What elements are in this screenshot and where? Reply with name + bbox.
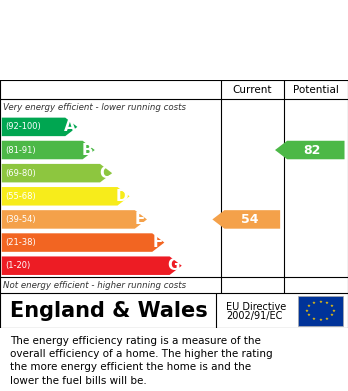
Text: (39-54): (39-54) <box>5 215 36 224</box>
Text: ★: ★ <box>307 305 310 308</box>
Text: (92-100): (92-100) <box>5 122 41 131</box>
Text: (55-68): (55-68) <box>5 192 36 201</box>
Text: B: B <box>81 143 93 158</box>
Text: 2002/91/EC: 2002/91/EC <box>226 311 283 321</box>
Text: C: C <box>99 166 110 181</box>
Text: 54: 54 <box>241 213 259 226</box>
Text: Energy Efficiency Rating: Energy Efficiency Rating <box>10 56 240 74</box>
Text: Potential: Potential <box>293 85 339 95</box>
Polygon shape <box>275 141 345 159</box>
Polygon shape <box>2 141 95 159</box>
Text: Current: Current <box>232 85 272 95</box>
Text: The energy efficiency rating is a measure of the
overall efficiency of a home. T: The energy efficiency rating is a measur… <box>10 336 273 386</box>
Text: ★: ★ <box>330 305 334 308</box>
Text: (69-80): (69-80) <box>5 169 36 178</box>
Text: (21-38): (21-38) <box>5 238 36 247</box>
Text: ★: ★ <box>325 301 329 305</box>
Text: E: E <box>135 212 145 227</box>
Text: ★: ★ <box>318 300 322 304</box>
Text: ★: ★ <box>330 313 334 317</box>
Text: Very energy efficient - lower running costs: Very energy efficient - lower running co… <box>3 103 187 112</box>
Polygon shape <box>2 118 77 136</box>
Text: A: A <box>64 119 76 135</box>
Polygon shape <box>2 233 164 252</box>
Text: 82: 82 <box>303 143 320 156</box>
Polygon shape <box>2 187 129 206</box>
FancyBboxPatch shape <box>298 296 343 326</box>
Text: F: F <box>152 235 163 250</box>
Text: ★: ★ <box>307 313 310 317</box>
Text: ★: ★ <box>311 301 315 305</box>
Text: D: D <box>115 189 128 204</box>
Polygon shape <box>2 256 182 275</box>
Polygon shape <box>212 210 280 229</box>
Text: ★: ★ <box>325 317 329 321</box>
Text: ★: ★ <box>304 309 309 313</box>
Text: (81-91): (81-91) <box>5 145 36 154</box>
Polygon shape <box>2 164 112 183</box>
Polygon shape <box>2 210 147 229</box>
Text: Not energy efficient - higher running costs: Not energy efficient - higher running co… <box>3 281 187 290</box>
Text: EU Directive: EU Directive <box>226 301 286 312</box>
Text: (1-20): (1-20) <box>5 261 31 270</box>
Text: England & Wales: England & Wales <box>10 301 208 321</box>
Text: ★: ★ <box>332 309 336 313</box>
Text: G: G <box>167 258 180 273</box>
Text: ★: ★ <box>318 318 322 322</box>
Text: ★: ★ <box>311 317 315 321</box>
